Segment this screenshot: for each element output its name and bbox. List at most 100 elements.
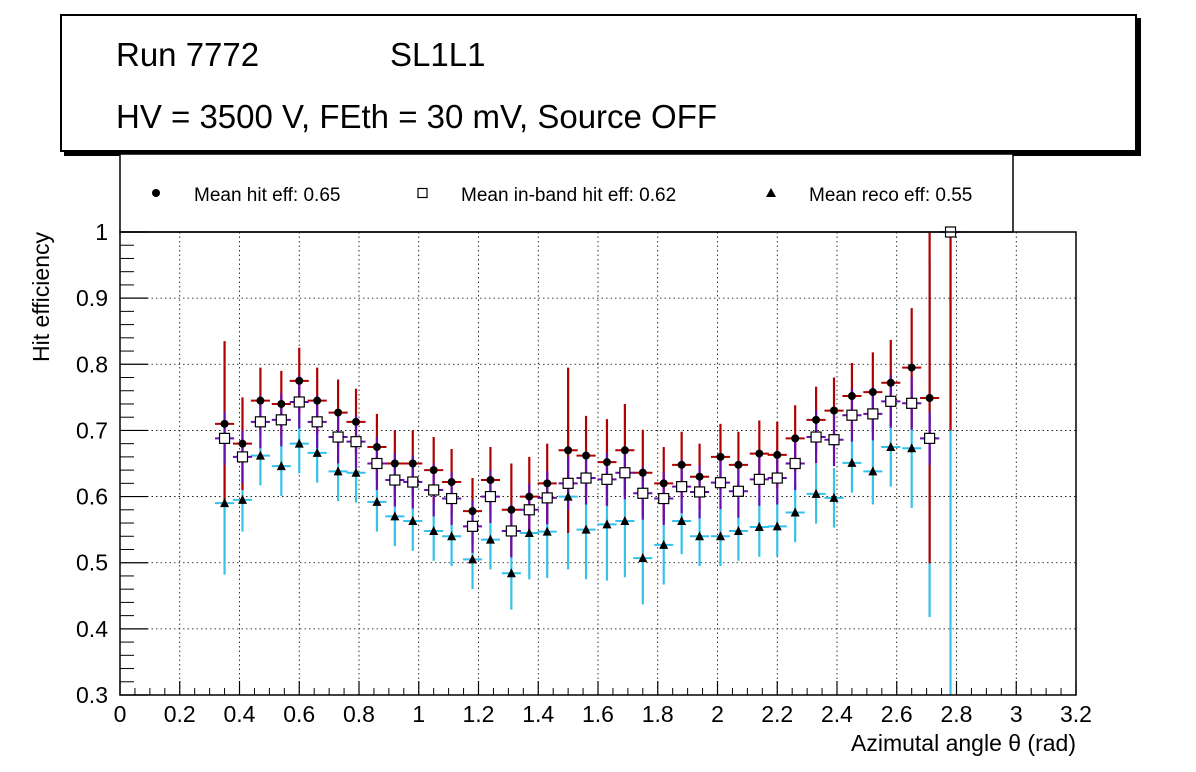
hit-eff-point xyxy=(256,396,265,405)
inband-eff-point xyxy=(428,484,440,496)
hit-eff-point xyxy=(659,479,668,488)
hit-eff-point xyxy=(830,406,839,415)
grid xyxy=(120,232,1076,695)
inband-eff-point xyxy=(389,474,401,486)
inband-eff-point xyxy=(693,486,706,498)
hit-eff-point xyxy=(334,408,343,417)
x-tick-label: 1.6 xyxy=(582,701,614,727)
y-tick-label: 0.6 xyxy=(76,484,108,510)
reco-eff-point xyxy=(524,527,534,537)
x-tick-label: 0.4 xyxy=(224,701,256,727)
hit-eff-point xyxy=(812,415,821,424)
hit-eff-point xyxy=(429,466,438,475)
x-tick-label: 2.8 xyxy=(941,701,973,727)
x-tick-label: 2.6 xyxy=(881,701,913,727)
y-tick-label: 0.3 xyxy=(76,682,108,708)
legend-inband-marker xyxy=(417,187,428,199)
hit-eff-point xyxy=(543,479,552,488)
inband-eff-point xyxy=(601,473,613,485)
reco-eff-point xyxy=(772,521,782,531)
hit-eff-point xyxy=(773,450,782,459)
inband-eff-point xyxy=(676,481,688,493)
inband-eff-point xyxy=(371,457,383,470)
inband-eff-point xyxy=(580,472,592,484)
x-tick-label: 1 xyxy=(412,701,425,727)
legend-inband-label: Mean in-band hit eff: 0.62 xyxy=(461,185,676,206)
reco-eff-point xyxy=(733,525,743,535)
x-tick-label: 0.8 xyxy=(343,701,375,727)
inband-eff-point xyxy=(828,434,840,446)
y-tick-label: 1 xyxy=(95,219,108,245)
x-tick-label: 0.6 xyxy=(283,701,315,727)
inband-eff-point xyxy=(906,397,918,409)
hit-eff-point xyxy=(695,472,704,481)
reco-eff-point xyxy=(907,443,917,453)
hit-eff-point xyxy=(582,451,591,460)
inband-eff-point xyxy=(541,492,553,504)
reco-eff-point xyxy=(563,491,573,501)
reco-eff-point xyxy=(312,447,322,457)
hit-eff-point xyxy=(313,396,322,405)
reco-eff-point xyxy=(255,450,265,460)
reco-eff-point xyxy=(372,496,382,506)
hit-eff-point xyxy=(677,460,686,469)
x-tick-label: 3 xyxy=(1010,701,1023,727)
hit-eff-point xyxy=(486,476,495,485)
inband-eff-point xyxy=(810,431,822,443)
inband-eff-point xyxy=(293,396,305,408)
reco-eff-point xyxy=(829,492,839,502)
inband-eff-point xyxy=(311,416,323,428)
hit-eff-point xyxy=(907,363,916,372)
reco-eff-point xyxy=(276,461,286,471)
x-tick-label: 2 xyxy=(711,701,724,727)
reco-eff-point xyxy=(429,525,439,535)
reco-eff-point xyxy=(695,531,705,541)
hit-eff-point xyxy=(602,458,611,467)
x-tick-label: 0 xyxy=(114,701,127,727)
inband-eff-point xyxy=(332,431,344,443)
inband-eff-point xyxy=(466,520,479,532)
hit-eff-point xyxy=(638,468,647,477)
hit-eff-point xyxy=(408,459,417,468)
reco-eff-point xyxy=(485,534,495,544)
reco-eff-point xyxy=(333,466,343,476)
inband-eff-point xyxy=(753,473,765,485)
reco-eff-point xyxy=(581,524,591,534)
hit-eff-point xyxy=(620,446,629,455)
reco-eff-point xyxy=(447,531,457,541)
inband-eff-point xyxy=(254,416,267,428)
run-label: Run 7772 xyxy=(116,36,260,73)
inband-eff-point xyxy=(924,432,936,444)
inband-eff-point xyxy=(714,477,727,489)
reco-eff-point xyxy=(390,511,400,521)
x-tick-label: 2.4 xyxy=(821,701,853,727)
reco-eff-point xyxy=(886,441,896,451)
reco-eff-point xyxy=(294,438,304,448)
inband-eff-point xyxy=(846,409,858,421)
hit-eff-point xyxy=(372,442,381,451)
reco-eff-point xyxy=(790,507,800,517)
hit-eff-point xyxy=(238,439,247,448)
reco-eff-point xyxy=(677,516,687,526)
reco-eff-point xyxy=(408,516,418,526)
hit-eff-point xyxy=(925,394,934,403)
inband-eff-point xyxy=(771,472,783,484)
reco-eff-point xyxy=(620,516,630,526)
y-tick-label: 0.4 xyxy=(76,616,108,642)
inband-eff-point xyxy=(789,457,801,470)
reco-eff-point xyxy=(868,466,878,476)
y-axis-label: Hit efficiency xyxy=(28,232,54,362)
hit-eff-point xyxy=(277,399,286,408)
plot-frame xyxy=(119,231,1077,696)
reco-eff-point xyxy=(506,568,516,578)
x-tick-label: 1.2 xyxy=(463,701,495,727)
inband-eff-point xyxy=(619,467,631,479)
inband-eff-point xyxy=(562,477,574,489)
legend-reco-label: Mean reco eff: 0.55 xyxy=(809,185,972,206)
x-tick-label: 3.2 xyxy=(1060,701,1092,727)
inband-eff-point xyxy=(867,408,879,420)
reco-eff-point xyxy=(638,553,648,563)
hit-eff-point xyxy=(447,478,456,487)
legend-hit-marker xyxy=(152,189,160,197)
